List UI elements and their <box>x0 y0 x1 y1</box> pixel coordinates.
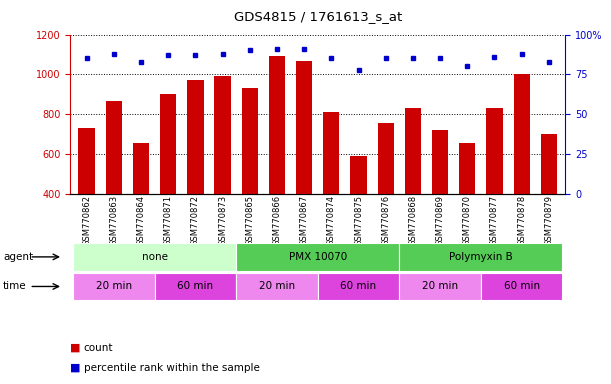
Text: Polymyxin B: Polymyxin B <box>449 252 513 262</box>
Text: 60 min: 60 min <box>177 281 213 291</box>
Text: agent: agent <box>3 252 33 262</box>
Bar <box>269 56 285 273</box>
Text: 20 min: 20 min <box>422 281 458 291</box>
Text: none: none <box>142 252 167 262</box>
Text: 20 min: 20 min <box>259 281 295 291</box>
Text: time: time <box>3 281 27 291</box>
Bar <box>160 94 177 273</box>
Text: ■: ■ <box>70 343 81 353</box>
Bar <box>187 80 203 273</box>
Bar <box>78 128 95 273</box>
Bar <box>133 143 149 273</box>
Bar <box>432 130 448 273</box>
Text: 60 min: 60 min <box>503 281 540 291</box>
Text: percentile rank within the sample: percentile rank within the sample <box>84 363 260 373</box>
Text: 60 min: 60 min <box>340 281 376 291</box>
Text: count: count <box>84 343 113 353</box>
Bar <box>350 156 367 273</box>
Bar <box>459 143 475 273</box>
Bar <box>541 134 557 273</box>
Bar <box>404 108 421 273</box>
Text: GDS4815 / 1761613_s_at: GDS4815 / 1761613_s_at <box>233 10 402 23</box>
Bar <box>323 112 340 273</box>
Bar <box>378 123 394 273</box>
Text: ■: ■ <box>70 363 81 373</box>
Bar <box>486 108 503 273</box>
Bar <box>513 74 530 273</box>
Bar <box>241 88 258 273</box>
Bar <box>296 61 312 273</box>
Bar <box>106 101 122 273</box>
Text: 20 min: 20 min <box>96 281 132 291</box>
Bar <box>214 76 231 273</box>
Text: PMX 10070: PMX 10070 <box>288 252 347 262</box>
